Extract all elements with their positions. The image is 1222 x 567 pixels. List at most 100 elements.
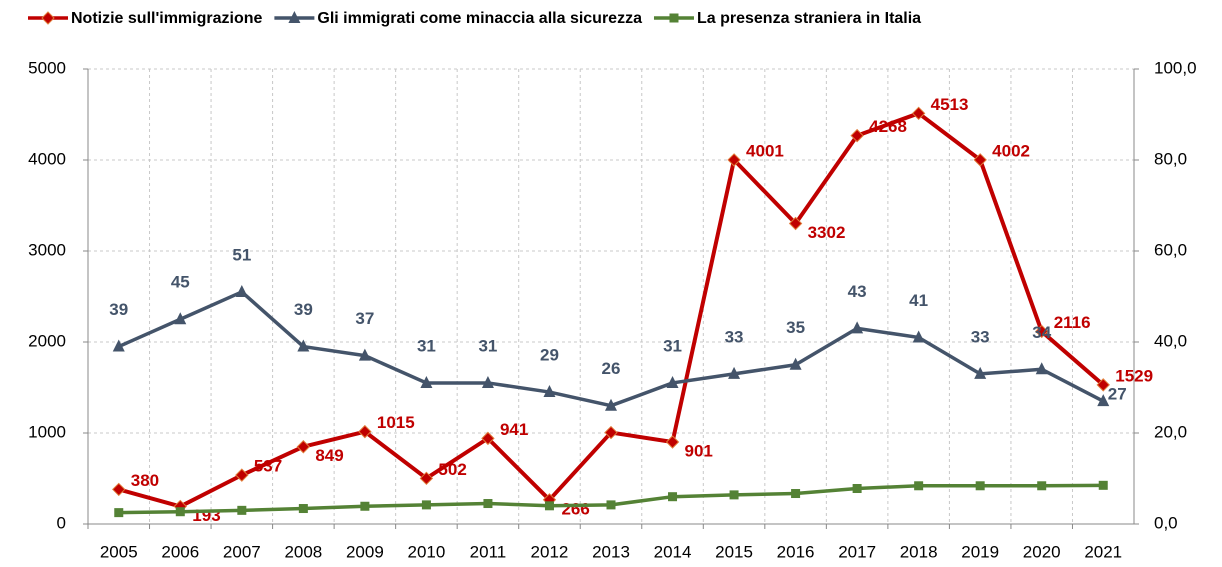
data-label: 193 bbox=[192, 506, 220, 525]
marker bbox=[791, 489, 801, 499]
marker bbox=[973, 153, 987, 167]
data-label: 1529 bbox=[1115, 366, 1153, 385]
legend-label: Notizie sull'immigrazione bbox=[71, 10, 262, 27]
marker bbox=[112, 482, 126, 497]
y-tick-label: 2000 bbox=[28, 331, 66, 350]
data-label: 901 bbox=[685, 441, 713, 460]
x-tick-label: 2007 bbox=[223, 542, 261, 561]
marker bbox=[912, 330, 925, 343]
marker bbox=[483, 499, 493, 509]
marker bbox=[727, 153, 741, 167]
marker bbox=[851, 321, 864, 334]
marker bbox=[419, 471, 434, 486]
legend-item: Gli immigrati come minaccia alla sicurez… bbox=[274, 10, 642, 27]
data-label: 4001 bbox=[746, 141, 784, 160]
data-label: 43 bbox=[848, 282, 867, 301]
y-tick-label: 3000 bbox=[28, 240, 66, 259]
marker bbox=[728, 366, 741, 379]
data-label: 27 bbox=[1108, 385, 1127, 404]
data-label: 941 bbox=[500, 420, 528, 439]
y2-tick-label: 0,0 bbox=[1154, 513, 1178, 532]
data-label: 29 bbox=[540, 346, 559, 365]
marker bbox=[112, 339, 125, 352]
x-tick-label: 2009 bbox=[346, 542, 384, 561]
marker bbox=[235, 284, 248, 297]
marker bbox=[789, 357, 802, 370]
marker bbox=[1098, 480, 1108, 490]
x-tick-label: 2011 bbox=[470, 542, 507, 561]
marker bbox=[911, 106, 926, 121]
x-tick-label: 2020 bbox=[1023, 542, 1061, 561]
x-tick-label: 2021 bbox=[1084, 542, 1122, 561]
marker bbox=[41, 11, 55, 25]
marker bbox=[669, 13, 679, 23]
y2-tick-label: 60,0 bbox=[1154, 240, 1187, 259]
marker bbox=[1037, 481, 1047, 491]
data-label: 380 bbox=[131, 471, 159, 490]
marker bbox=[665, 435, 680, 449]
marker bbox=[604, 425, 618, 440]
marker bbox=[481, 431, 495, 446]
x-tick-label: 2008 bbox=[284, 542, 322, 561]
data-label: 35 bbox=[786, 318, 805, 337]
marker bbox=[360, 501, 370, 511]
y2-tick-label: 100,0 bbox=[1154, 58, 1197, 77]
data-label: 45 bbox=[171, 273, 190, 292]
data-label: 39 bbox=[109, 300, 128, 319]
data-label: 34 bbox=[1032, 323, 1051, 342]
data-label: 849 bbox=[315, 446, 343, 465]
data-label: 37 bbox=[355, 309, 374, 328]
data-label: 31 bbox=[417, 336, 436, 355]
x-tick-label: 2010 bbox=[407, 542, 445, 561]
x-tick-label: 2018 bbox=[900, 542, 938, 561]
data-label: 266 bbox=[561, 499, 589, 518]
marker bbox=[850, 128, 864, 143]
marker bbox=[852, 484, 862, 494]
y2-tick-label: 20,0 bbox=[1154, 422, 1187, 441]
marker bbox=[297, 339, 310, 352]
x-tick-label: 2006 bbox=[161, 542, 199, 561]
data-label: 31 bbox=[478, 336, 497, 355]
x-tick-label: 2012 bbox=[531, 542, 569, 561]
data-label: 39 bbox=[294, 300, 313, 319]
marker bbox=[729, 490, 739, 500]
marker bbox=[605, 398, 617, 411]
x-tick-label: 2016 bbox=[777, 542, 815, 561]
marker bbox=[420, 375, 433, 388]
marker bbox=[974, 366, 987, 379]
data-label: 31 bbox=[663, 336, 682, 355]
legend-label: Gli immigrati come minaccia alla sicurez… bbox=[317, 10, 642, 27]
data-label: 41 bbox=[909, 291, 928, 310]
marker bbox=[358, 424, 372, 439]
legend-label: La presenza straniera in Italia bbox=[697, 10, 921, 27]
series-line bbox=[118, 111, 1105, 509]
data-label: 33 bbox=[725, 327, 744, 346]
data-label: 4513 bbox=[931, 95, 969, 114]
data-label: 4002 bbox=[992, 141, 1030, 160]
marker bbox=[788, 216, 803, 231]
x-tick-label: 2015 bbox=[715, 542, 753, 561]
marker bbox=[975, 481, 985, 491]
x-tick-label: 2013 bbox=[592, 542, 630, 561]
data-label: 26 bbox=[602, 359, 621, 378]
marker bbox=[668, 492, 678, 502]
marker bbox=[235, 468, 249, 482]
marker bbox=[298, 504, 308, 514]
y-tick-label: 5000 bbox=[28, 58, 66, 77]
y-tick-label: 0 bbox=[57, 513, 66, 532]
legend-item: Notizie sull'immigrazione bbox=[28, 10, 262, 27]
x-tick-label: 2014 bbox=[654, 542, 692, 561]
y-tick-label: 4000 bbox=[28, 149, 66, 168]
data-label: 537 bbox=[254, 457, 282, 476]
x-tick-label: 2005 bbox=[100, 542, 138, 561]
marker bbox=[358, 348, 371, 361]
data-label: 51 bbox=[232, 245, 251, 264]
marker bbox=[237, 505, 247, 515]
marker bbox=[544, 501, 554, 511]
data-label: 33 bbox=[971, 327, 990, 346]
marker bbox=[914, 481, 924, 491]
marker bbox=[1097, 394, 1110, 407]
marker bbox=[481, 375, 494, 388]
marker bbox=[114, 508, 124, 518]
